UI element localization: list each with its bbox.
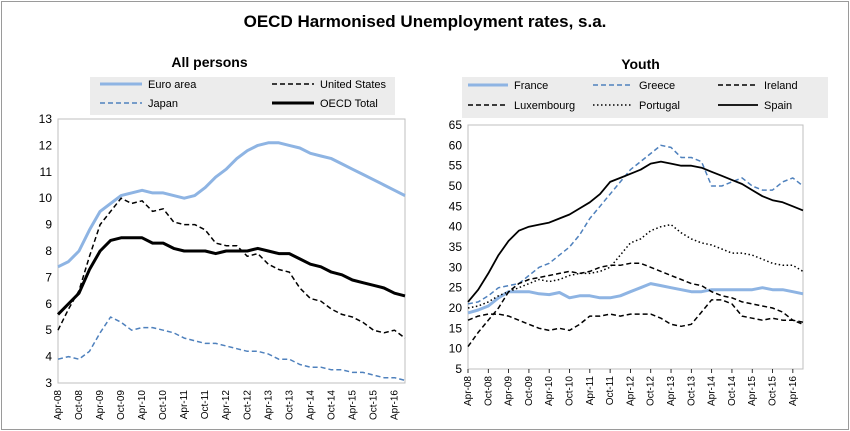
y-tick-label: 25 bbox=[449, 281, 463, 295]
series-line-spain bbox=[467, 160, 804, 303]
y-tick-label: 40 bbox=[449, 220, 463, 234]
plot-area bbox=[57, 118, 406, 384]
legend-label: Spain bbox=[764, 100, 792, 112]
x-tick-label: Oct-15 bbox=[768, 376, 779, 406]
plot-area bbox=[467, 124, 804, 370]
x-tick-label: Apr-11 bbox=[585, 376, 596, 406]
x-tick-label: Apr-12 bbox=[221, 390, 232, 420]
y-tick-label: 65 bbox=[449, 118, 463, 132]
series-line-japan bbox=[57, 316, 406, 382]
legend-label: Ireland bbox=[764, 80, 798, 92]
legend-label: Luxembourg bbox=[514, 100, 575, 112]
legend-label: Portugal bbox=[639, 100, 680, 112]
x-tick-label: Apr-14 bbox=[707, 376, 718, 406]
x-tick-label: Oct-11 bbox=[605, 376, 616, 406]
x-tick-label: Apr-15 bbox=[747, 376, 758, 406]
figure-title: OECD Harmonised Unemployment rates, s.a. bbox=[244, 12, 607, 31]
y-tick-label: 6 bbox=[45, 297, 52, 311]
y-tick-label: 9 bbox=[45, 218, 52, 232]
panel-youth: Youth 5 10 15 20 25 30 35 40 45 50 55 60 65 Apr-08 Oct-… bbox=[449, 56, 828, 406]
x-tick-label: Oct-10 bbox=[565, 376, 576, 406]
x-tick-label: Apr-16 bbox=[788, 376, 799, 406]
x-tick-label: Apr-16 bbox=[389, 390, 400, 420]
x-tick-label: Apr-10 bbox=[544, 376, 555, 406]
y-tick-label: 50 bbox=[449, 179, 463, 193]
legend-label: France bbox=[514, 80, 548, 92]
y-tick-label: 15 bbox=[449, 321, 463, 335]
x-tick-label: Oct-10 bbox=[158, 390, 169, 420]
y-tick-label: 4 bbox=[45, 350, 52, 364]
x-tick-label: Apr-08 bbox=[463, 376, 474, 406]
x-tick-label: Oct-15 bbox=[368, 390, 379, 420]
series-line-oecd-total bbox=[56, 236, 406, 316]
y-tick-label: 30 bbox=[449, 260, 463, 274]
y-tick-label: 55 bbox=[449, 159, 463, 173]
x-tick-label: Oct-09 bbox=[116, 390, 127, 420]
legend-label: Japan bbox=[148, 98, 178, 110]
y-tick-label: 10 bbox=[449, 342, 463, 356]
legend-box bbox=[462, 77, 828, 118]
x-tick-label: Apr-13 bbox=[263, 390, 274, 420]
series-line-france bbox=[467, 282, 804, 315]
y-tick-label: 12 bbox=[39, 138, 53, 152]
x-tick-label: Apr-08 bbox=[53, 390, 64, 420]
legend-label: Euro area bbox=[148, 79, 197, 91]
y-tick-label: 45 bbox=[449, 199, 463, 213]
legend-label: United States bbox=[320, 79, 387, 91]
y-tick-label: 7 bbox=[45, 270, 52, 284]
y-tick-label: 60 bbox=[449, 138, 463, 152]
x-tick-label: Oct-13 bbox=[686, 376, 697, 406]
series-line-portugal bbox=[467, 223, 804, 309]
series-line-ireland bbox=[467, 262, 804, 348]
x-tick-label: Apr-12 bbox=[625, 376, 636, 406]
y-tick-label: 35 bbox=[449, 240, 463, 254]
y-tick-label: 5 bbox=[45, 323, 52, 337]
y-tick-label: 3 bbox=[45, 376, 52, 390]
x-tick-label: Oct-13 bbox=[284, 390, 295, 420]
y-tick-label: 11 bbox=[40, 165, 53, 179]
y-tick-label: 8 bbox=[45, 244, 52, 258]
x-tick-label: Oct-09 bbox=[524, 376, 535, 406]
x-tick-label: Oct-14 bbox=[727, 376, 738, 406]
series-line-euro-area bbox=[57, 141, 406, 269]
x-tick-label: Oct-12 bbox=[242, 390, 253, 420]
series-line-greece bbox=[467, 144, 804, 305]
series-line-united-states bbox=[57, 197, 406, 339]
y-tick-label: 13 bbox=[39, 112, 53, 126]
legend-label: Greece bbox=[639, 80, 675, 92]
series-line-luxembourg bbox=[467, 299, 804, 332]
x-tick-label: Apr-14 bbox=[305, 390, 316, 420]
x-tick-label: Oct-11 bbox=[200, 390, 211, 420]
x-tick-label: Apr-11 bbox=[179, 390, 190, 420]
legend-label: OECD Total bbox=[320, 98, 378, 110]
x-tick-label: Apr-09 bbox=[504, 376, 515, 406]
panel-title: All persons bbox=[171, 54, 247, 70]
x-tick-label: Oct-12 bbox=[646, 376, 657, 406]
y-tick-label: 20 bbox=[449, 301, 463, 315]
x-tick-label: Apr-15 bbox=[347, 390, 358, 420]
x-tick-label: Apr-13 bbox=[666, 376, 677, 406]
x-tick-label: Apr-10 bbox=[137, 390, 148, 420]
x-tick-label: Oct-14 bbox=[326, 390, 337, 420]
x-tick-label: Oct-08 bbox=[483, 376, 494, 406]
panel-title: Youth bbox=[621, 56, 660, 72]
y-tick-label: 10 bbox=[39, 191, 53, 205]
panel-all-persons: All persons 3 4 5 6 7 8 9 10 11 12 13 Apr-08 Oct-08 Ap… bbox=[39, 54, 406, 420]
x-tick-label: Apr-09 bbox=[95, 390, 106, 420]
y-tick-label: 5 bbox=[455, 362, 462, 376]
x-tick-label: Oct-08 bbox=[74, 390, 85, 420]
